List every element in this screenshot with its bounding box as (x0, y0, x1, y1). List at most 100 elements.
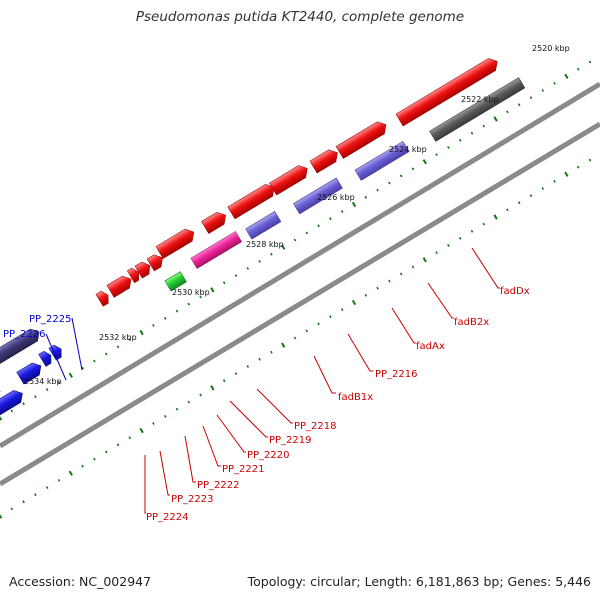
scale-tick (175, 407, 179, 411)
scale-tick (493, 116, 498, 122)
scale-tick (0, 514, 3, 519)
scale-tick (388, 279, 391, 283)
scale-tick (81, 366, 84, 370)
scale-tick (541, 187, 545, 190)
gene-fadB1x[interactable] (227, 181, 278, 220)
scale-tick (529, 194, 533, 198)
gene-PP_2223[interactable] (106, 273, 135, 298)
scale-tick (553, 81, 556, 85)
scale-tick (10, 409, 14, 413)
gene-label: PP_2226 (3, 329, 46, 340)
scale-tick (104, 450, 108, 454)
scale-tick (139, 427, 144, 434)
gene-PP_2219[interactable] (155, 226, 197, 259)
scale-tick (45, 388, 49, 391)
scale-tick (10, 507, 14, 511)
scale-tick (541, 89, 545, 92)
scale-tick (364, 195, 368, 199)
scale-tick (340, 210, 344, 213)
scale-tick (351, 201, 357, 208)
scale-tick (399, 272, 403, 276)
gene-fadB2x[interactable] (335, 119, 389, 159)
gene-label: fadB2x (454, 317, 489, 328)
scale-tick (57, 380, 61, 384)
gene-PP_2220[interactable] (146, 252, 166, 272)
scale-label: 2532 kbp (99, 333, 137, 342)
scale-tick (482, 124, 486, 128)
genome-summary-text: Topology: circular; Length: 6,181,863 bp… (247, 574, 591, 589)
gene-label: PP_2218 (294, 421, 337, 432)
scale-tick (128, 436, 132, 440)
scale-tick (246, 365, 250, 368)
gene-reverse-3[interactable] (38, 349, 55, 367)
scale-tick (422, 257, 427, 263)
scale-tick (22, 500, 25, 504)
scale-tick (22, 402, 25, 406)
scale-tick (128, 338, 132, 342)
gene-label: fadB1x (338, 392, 373, 403)
scale-tick (517, 201, 521, 205)
scale-tick (270, 350, 273, 354)
scale-tick (34, 493, 37, 497)
scale-tick (116, 443, 120, 447)
scale-tick (199, 295, 202, 299)
scale-tick (81, 464, 84, 468)
scale-tick (493, 214, 498, 220)
gene-PP_2218-pink[interactable] (190, 231, 242, 269)
gene-PP_2222[interactable] (126, 266, 142, 284)
gene-reverse-2[interactable] (16, 360, 45, 385)
scale-tick (116, 345, 120, 349)
scale-tick (376, 286, 379, 290)
scale-label: 2520 kbp (532, 44, 570, 53)
gene-PP_2220-green[interactable] (164, 271, 187, 292)
gene-fadDx-dark[interactable] (429, 77, 526, 142)
scale-tick (576, 67, 580, 71)
scale-tick (411, 265, 415, 269)
gene-label: PP_2224 (146, 512, 189, 523)
scale-tick (57, 478, 61, 482)
scale-tick (187, 400, 191, 404)
gene-fadB1x-purple[interactable] (245, 211, 282, 240)
scale-tick (517, 103, 521, 107)
scale-tick (246, 267, 250, 270)
scale-tick (588, 60, 592, 64)
gene-PP_2224[interactable] (95, 289, 112, 307)
scale-tick (435, 251, 438, 255)
gene-PP_2218[interactable] (201, 209, 230, 234)
scale-tick (210, 287, 215, 293)
scale-tick (175, 309, 179, 313)
scale-tick (305, 329, 309, 333)
scale-tick (411, 167, 415, 171)
scale-tick (93, 359, 96, 363)
scale-tick (104, 352, 108, 356)
forward-rna-track (164, 77, 526, 292)
genome-backbone-inner (0, 121, 600, 487)
scale-tick (293, 238, 297, 242)
scale-tick (305, 231, 309, 235)
scale-tick (93, 457, 96, 461)
scale-tick (210, 385, 215, 391)
genome-backbone-outer (0, 81, 600, 449)
gene-PP_2225[interactable] (0, 326, 43, 368)
gene-PP_2216[interactable] (269, 162, 310, 196)
gene-fadAx[interactable] (309, 147, 341, 174)
scale-tick (506, 208, 509, 212)
gene-PP_2221[interactable] (134, 259, 153, 279)
scale-tick (364, 293, 368, 297)
gene-reverse-1[interactable] (0, 387, 26, 449)
scale-tick (458, 236, 462, 240)
scale-tick (281, 342, 286, 348)
scale-tick (317, 322, 320, 326)
scale-tick (258, 259, 261, 263)
gene-fadAx-purple[interactable] (293, 177, 343, 215)
gene-label: PP_2225 (29, 314, 72, 325)
gene-fadDx[interactable] (395, 55, 501, 127)
gene-label: fadDx (500, 286, 530, 297)
scale-tick (482, 222, 486, 226)
scale-tick (152, 324, 155, 327)
scale-labels: 2520 kbp 2522 kbp 2524 kbp 2526 kbp 2528… (24, 44, 570, 386)
gene-fadB2x-purple[interactable] (354, 140, 410, 181)
gene-label: PP_2219 (269, 435, 312, 446)
